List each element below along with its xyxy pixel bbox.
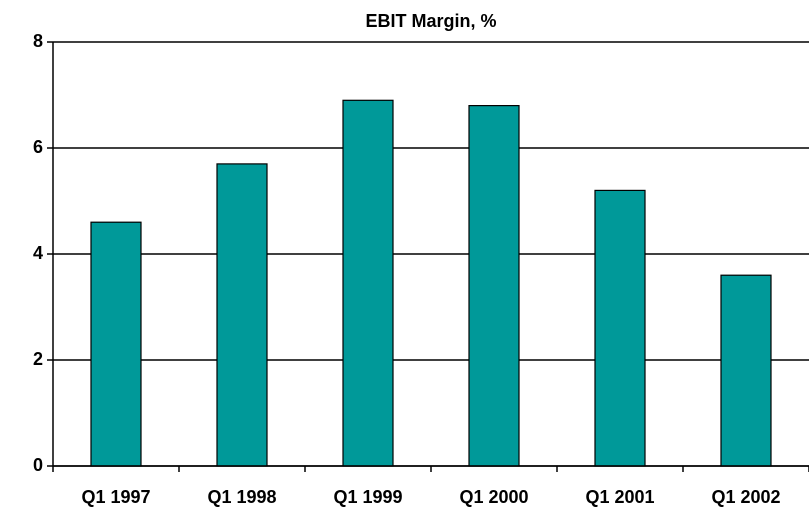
bar <box>342 99 394 467</box>
bar <box>90 221 142 467</box>
x-tick-label: Q1 1998 <box>207 487 276 507</box>
x-tick-label: Q1 2002 <box>711 487 780 507</box>
x-tick-label: Q1 2000 <box>459 487 528 507</box>
bar <box>216 163 268 467</box>
chart-title: EBIT Margin, % <box>365 11 496 31</box>
y-tick-label: 8 <box>33 31 43 51</box>
y-tick-label: 4 <box>33 243 43 263</box>
y-tick-label: 0 <box>33 455 43 475</box>
y-tick-label: 2 <box>33 349 43 369</box>
x-tick-label: Q1 1999 <box>333 487 402 507</box>
x-tick-label: Q1 2001 <box>585 487 654 507</box>
y-tick-label: 6 <box>33 137 43 157</box>
x-tick-label: Q1 1997 <box>81 487 150 507</box>
bar <box>468 104 520 467</box>
bar <box>594 189 646 467</box>
bar <box>720 274 772 467</box>
